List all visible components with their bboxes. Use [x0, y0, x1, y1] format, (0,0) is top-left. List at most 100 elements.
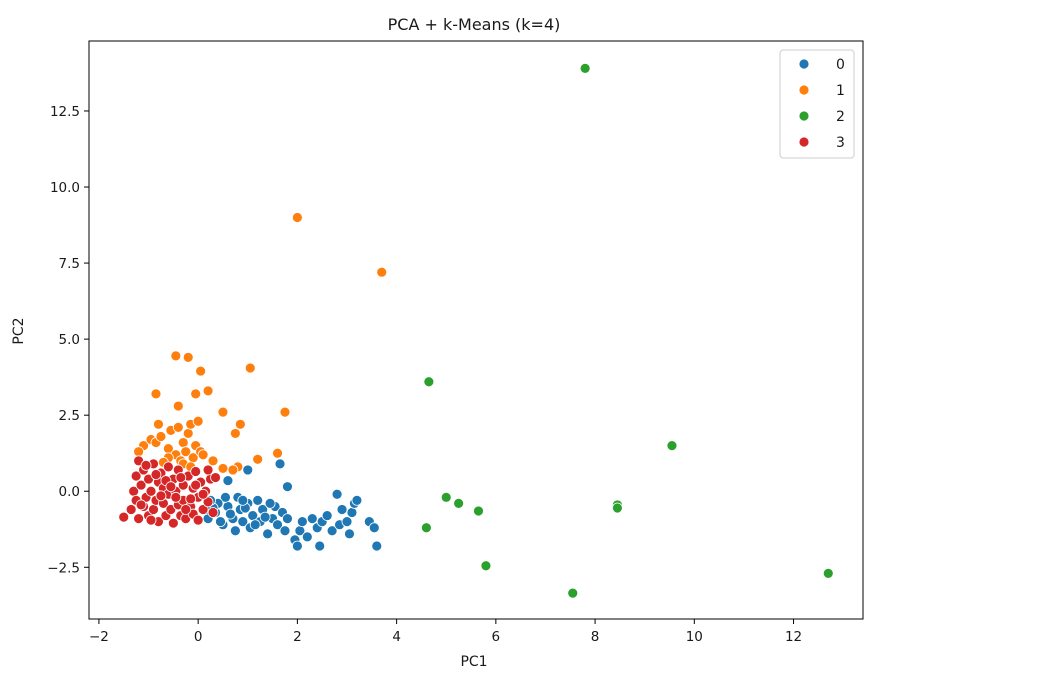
- data-point: [376, 266, 388, 278]
- x-tick-label: 6: [492, 629, 501, 645]
- data-point: [150, 469, 162, 480]
- data-point: [244, 362, 256, 374]
- data-point: [579, 62, 591, 74]
- y-axis-label: PC2: [11, 317, 27, 344]
- data-point: [225, 508, 236, 520]
- x-tick-label: 4: [392, 629, 401, 645]
- data-point: [130, 470, 142, 482]
- data-point: [170, 491, 182, 503]
- data-point: [344, 528, 355, 540]
- data-point: [185, 493, 197, 505]
- data-point: [133, 513, 145, 525]
- data-point: [282, 481, 293, 493]
- chart-title: PCA + k-Means (k=4): [388, 15, 561, 34]
- data-point: [190, 479, 202, 491]
- legend-marker: [798, 136, 810, 148]
- data-point: [202, 385, 214, 397]
- data-point: [453, 497, 465, 509]
- data-point: [296, 516, 308, 528]
- data-point: [314, 540, 326, 552]
- data-point: [346, 507, 358, 518]
- data-point: [306, 513, 318, 525]
- data-point: [282, 513, 293, 525]
- data-point: [279, 525, 291, 537]
- data-point: [612, 502, 623, 514]
- series-3: [118, 455, 221, 529]
- legend-label: 0: [836, 57, 845, 73]
- x-tick-label: 12: [785, 629, 802, 645]
- x-axis-label: PC1: [460, 654, 487, 670]
- y-tick-label: 0.0: [59, 484, 80, 500]
- data-point: [172, 421, 184, 433]
- data-point: [272, 447, 283, 459]
- data-point: [480, 560, 492, 572]
- data-point: [291, 212, 303, 223]
- y-tick-label: 10.0: [50, 180, 80, 196]
- data-point: [262, 528, 274, 540]
- data-point: [234, 418, 246, 430]
- data-point: [207, 507, 219, 518]
- legend-label: 3: [836, 135, 845, 151]
- data-point: [423, 376, 435, 388]
- data-point: [217, 406, 229, 418]
- legend: 0 1 2 3: [779, 49, 855, 159]
- data-point: [279, 406, 291, 418]
- data-point: [150, 388, 162, 400]
- data-point: [440, 491, 452, 503]
- data-point: [215, 516, 226, 528]
- data-point: [175, 472, 187, 483]
- x-tick-label: 0: [194, 629, 203, 645]
- data-point: [227, 464, 239, 476]
- data-point: [135, 499, 147, 511]
- y-tick-label: 2.5: [59, 408, 80, 424]
- data-point: [170, 350, 182, 362]
- data-point: [182, 351, 194, 363]
- data-point: [145, 485, 157, 497]
- data-point: [249, 519, 261, 531]
- data-point: [202, 496, 214, 508]
- data-point: [368, 522, 380, 534]
- data-point: [331, 488, 343, 500]
- data-point: [371, 540, 383, 552]
- data-point: [336, 504, 348, 515]
- data-point: [202, 464, 214, 476]
- legend-marker: [798, 58, 810, 70]
- data-point: [237, 494, 249, 506]
- y-tick-label: 7.5: [59, 256, 80, 272]
- data-point: [567, 587, 579, 599]
- data-point: [197, 504, 209, 515]
- data-point: [242, 464, 254, 476]
- data-point: [220, 491, 231, 503]
- data-point: [145, 514, 157, 526]
- data-point: [274, 458, 286, 470]
- data-point: [666, 440, 678, 452]
- data-point: [210, 472, 221, 483]
- legend-marker: [798, 84, 810, 96]
- legend-box: [779, 49, 855, 159]
- data-point: [197, 449, 209, 461]
- data-point: [140, 459, 152, 471]
- data-point: [473, 505, 484, 517]
- y-tick-label: 12.5: [50, 104, 80, 120]
- x-tick-label: 2: [293, 629, 302, 645]
- data-point: [118, 511, 130, 523]
- data-point: [351, 494, 363, 506]
- data-point: [822, 567, 834, 579]
- data-point: [259, 511, 271, 523]
- data-point: [133, 446, 145, 458]
- data-point: [155, 490, 167, 502]
- legend-label: 2: [836, 109, 845, 125]
- scatter-points: [118, 62, 834, 599]
- legend-label: 1: [836, 83, 845, 99]
- data-point: [192, 415, 204, 427]
- data-point: [162, 461, 174, 473]
- data-point: [291, 540, 303, 552]
- data-point: [135, 479, 147, 491]
- data-point: [165, 481, 177, 493]
- data-point: [190, 466, 202, 477]
- data-point: [197, 488, 209, 500]
- data-point: [217, 463, 229, 474]
- data-point: [252, 453, 264, 465]
- data-point: [182, 428, 194, 439]
